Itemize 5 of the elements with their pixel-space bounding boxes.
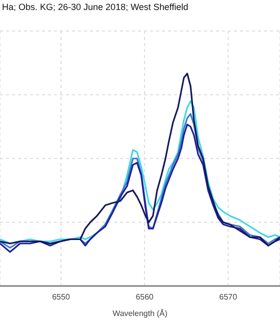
x-axis-title: Wavelength (Å) — [112, 309, 168, 318]
x-tick-label: 6550 — [52, 292, 70, 302]
chart-title: Ha; Obs. KG; 26-30 June 2018; West Sheffield — [2, 2, 188, 12]
x-tick-label: 6560 — [136, 292, 154, 302]
x-tick-label: 6570 — [219, 292, 238, 302]
